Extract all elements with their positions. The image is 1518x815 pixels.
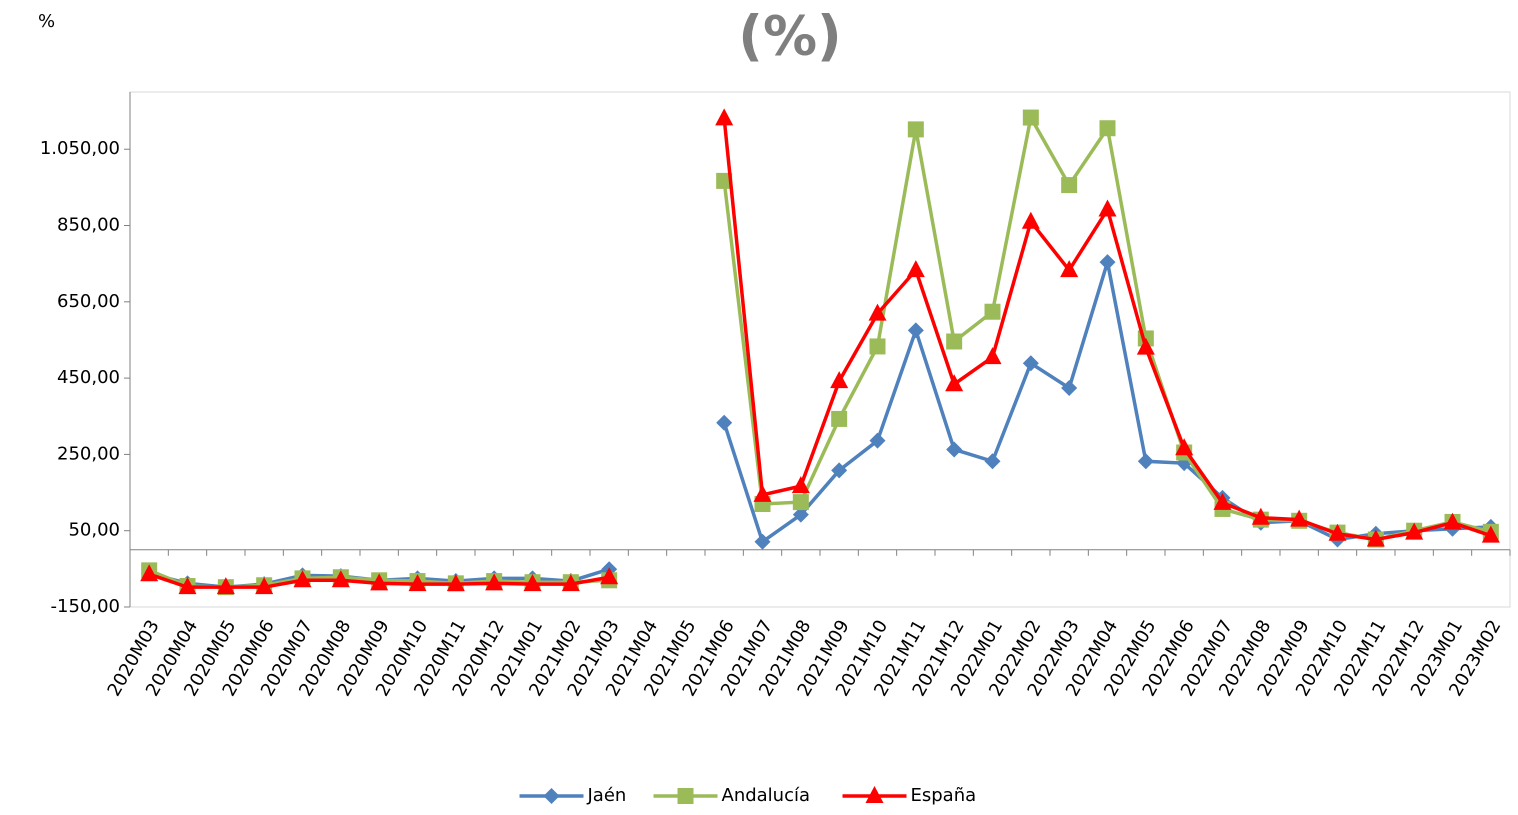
point <box>791 476 810 494</box>
point <box>907 322 924 339</box>
point <box>792 494 809 511</box>
point <box>1136 337 1155 355</box>
point <box>984 303 1001 320</box>
y-tick-label: 250,00 <box>57 443 120 464</box>
point <box>1061 177 1078 194</box>
point <box>216 577 235 595</box>
point <box>869 338 886 355</box>
y-tick-label: 1.050,00 <box>40 138 120 159</box>
point <box>1099 120 1116 137</box>
point <box>1481 525 1500 543</box>
point <box>1405 522 1424 540</box>
point <box>140 564 159 582</box>
point <box>907 121 924 138</box>
point <box>1213 492 1232 510</box>
point <box>830 371 849 389</box>
point <box>1175 438 1194 456</box>
point <box>1060 260 1079 278</box>
y-tick-label: -150,00 <box>51 596 120 617</box>
point <box>408 574 427 592</box>
point <box>792 506 809 523</box>
point <box>1251 507 1270 525</box>
point <box>754 533 771 550</box>
point <box>331 570 350 588</box>
series-line <box>148 118 1492 589</box>
point <box>446 574 465 592</box>
point <box>1366 529 1385 547</box>
point <box>869 432 886 449</box>
chart-title: (%) <box>738 5 841 68</box>
legend-marker <box>677 788 694 804</box>
point <box>946 333 963 350</box>
y-tick-label: 650,00 <box>57 291 120 312</box>
point <box>293 570 312 588</box>
point <box>906 260 925 278</box>
plot-area <box>129 91 1511 608</box>
point <box>1098 199 1117 217</box>
point <box>523 574 542 592</box>
legend-marker <box>865 786 884 803</box>
point <box>753 484 772 502</box>
y-tick-label: 850,00 <box>57 215 120 236</box>
legend-label: España <box>911 785 977 806</box>
point <box>1328 523 1347 541</box>
legend-marker <box>543 788 560 804</box>
point <box>1137 453 1154 470</box>
point <box>178 577 197 595</box>
point <box>1290 509 1309 527</box>
point <box>716 414 733 431</box>
point <box>561 574 580 592</box>
point <box>1022 109 1039 126</box>
point <box>831 410 848 427</box>
point <box>485 573 504 591</box>
series-line <box>148 261 1491 589</box>
point <box>255 577 274 595</box>
point <box>945 374 964 392</box>
point <box>1022 355 1039 372</box>
point <box>715 108 734 126</box>
point <box>600 567 619 585</box>
point <box>946 441 963 458</box>
point <box>984 453 1001 470</box>
legend-label: Jaén <box>587 785 627 806</box>
point <box>831 462 848 479</box>
point <box>868 303 887 321</box>
legend-label: Andalucía <box>722 785 811 806</box>
point <box>716 172 733 189</box>
y-axis-label: % <box>38 11 55 32</box>
point <box>1021 211 1040 229</box>
point <box>1099 254 1116 271</box>
point <box>983 347 1002 365</box>
point <box>1443 512 1462 530</box>
y-tick-label: 50,00 <box>68 520 120 541</box>
point <box>370 573 389 591</box>
y-tick-label: 450,00 <box>57 367 120 388</box>
series-line <box>148 112 1492 589</box>
point <box>1061 380 1078 397</box>
